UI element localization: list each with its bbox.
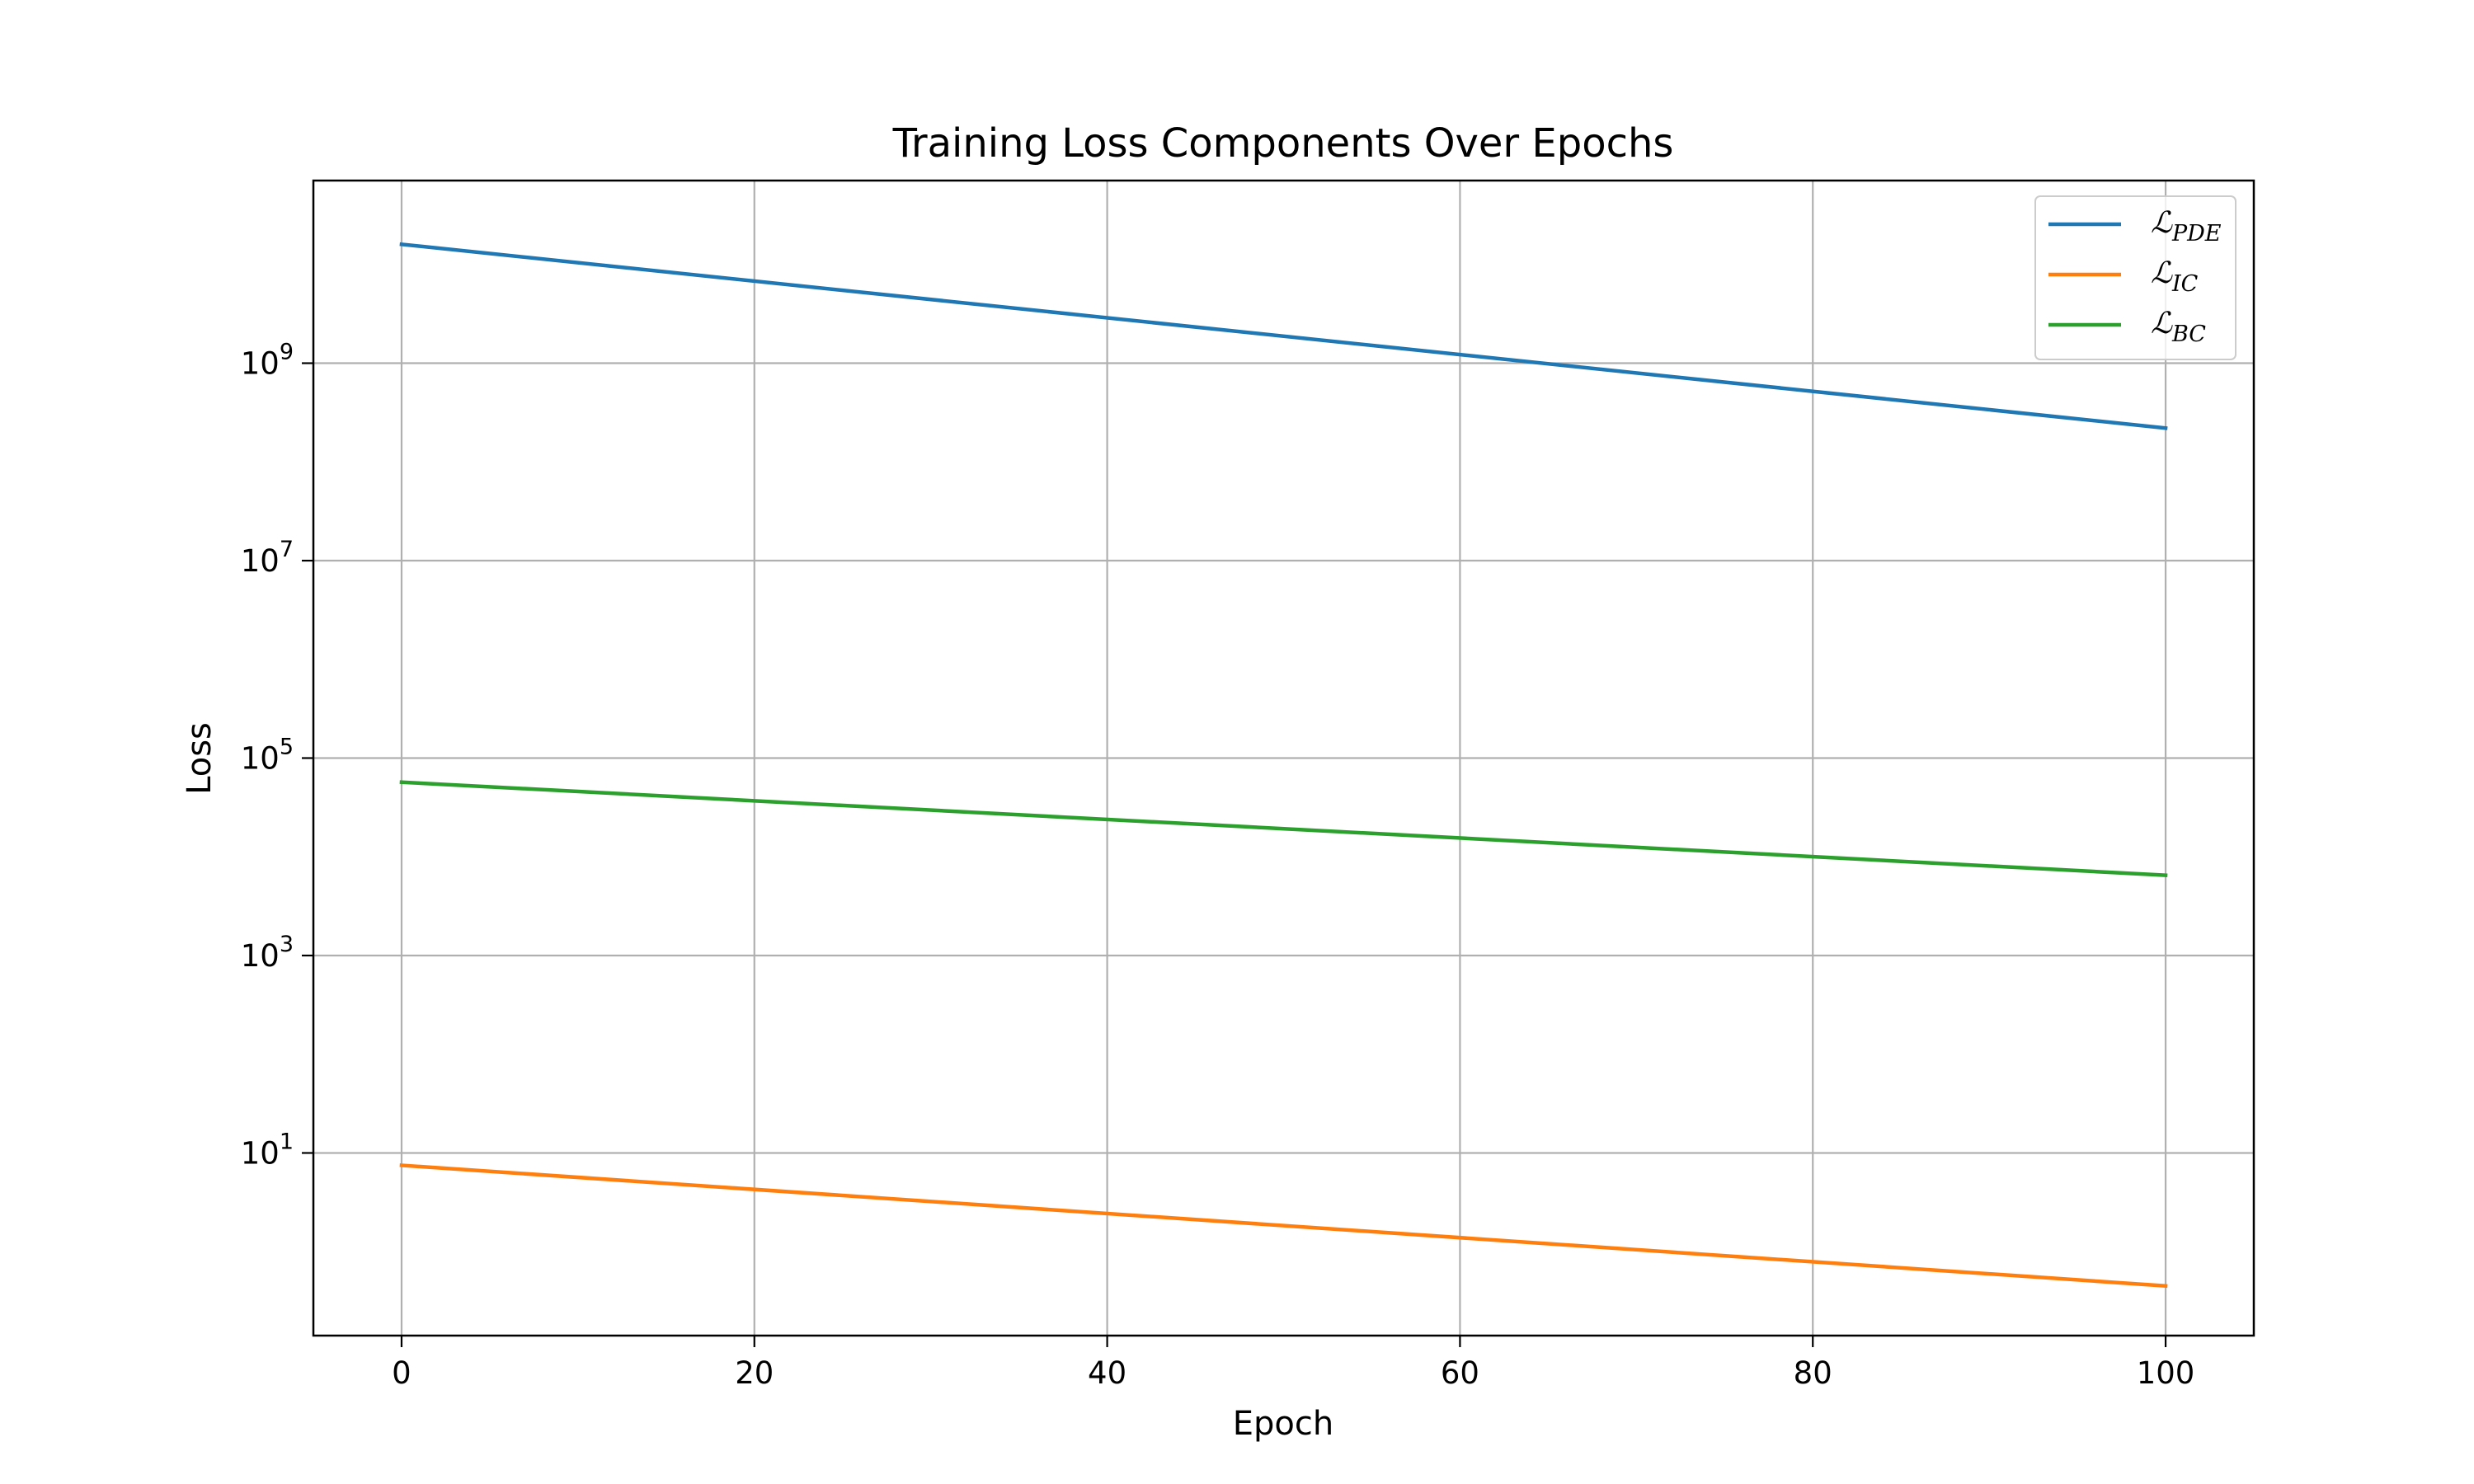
- series-line-pde: [399, 242, 2168, 430]
- y-tick-exponent: 7: [280, 537, 294, 562]
- y-axis-label: Loss: [181, 722, 219, 795]
- legend-subscript: BC: [2171, 322, 2206, 347]
- series-line-ic: [399, 1163, 2168, 1289]
- legend-subscript: IC: [2171, 271, 2199, 297]
- y-tick-base: 10: [241, 938, 280, 974]
- x-tick-label: 100: [2137, 1355, 2195, 1391]
- y-tick-exponent: 5: [280, 735, 294, 760]
- y-tick-base: 10: [241, 1135, 280, 1171]
- y-tick-label: 101: [241, 1129, 294, 1171]
- x-tick-label: 80: [1794, 1355, 1832, 1391]
- legend-label-ic: ℒIC: [2151, 256, 2199, 297]
- x-tick-label: 40: [1088, 1355, 1126, 1391]
- chart-title: Training Loss Components Over Epochs: [892, 120, 1674, 167]
- legend-label-pde: ℒPDE: [2151, 206, 2222, 247]
- x-tick-label: 20: [735, 1355, 774, 1391]
- grid-lines: [313, 181, 2254, 1336]
- series-line-bc: [399, 780, 2168, 878]
- legend-symbol: ℒ: [2151, 256, 2173, 290]
- y-tick-label: 107: [241, 537, 294, 579]
- series-lines: [399, 242, 2168, 1289]
- legend-symbol: ℒ: [2151, 307, 2173, 340]
- legend-symbol: ℒ: [2151, 206, 2173, 240]
- y-tick-exponent: 3: [280, 932, 294, 957]
- y-tick-label: 103: [241, 932, 294, 974]
- legend-label-bc: ℒBC: [2151, 307, 2206, 347]
- y-tick-base: 10: [241, 543, 280, 579]
- legend-subscript: PDE: [2171, 221, 2222, 247]
- y-tick-label: 109: [241, 340, 294, 382]
- legend-box: [2034, 195, 2236, 360]
- y-tick-base: 10: [241, 741, 280, 777]
- y-tick-label: 105: [241, 735, 294, 777]
- y-tick-exponent: 9: [280, 340, 294, 365]
- y-tick-base: 10: [241, 346, 280, 382]
- x-tick-label: 60: [1441, 1355, 1479, 1391]
- y-tick-exponent: 1: [280, 1129, 294, 1154]
- x-axis-label: Epoch: [1233, 1405, 1333, 1443]
- x-tick-label: 0: [392, 1355, 412, 1391]
